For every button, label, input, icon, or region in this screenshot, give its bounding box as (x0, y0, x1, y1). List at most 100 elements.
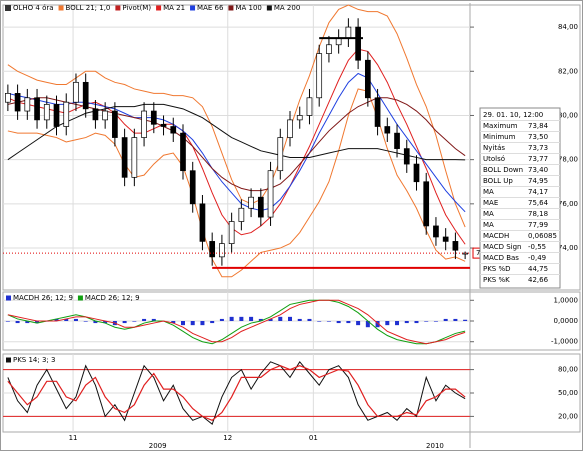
candle-body (355, 26, 361, 61)
candle-body (5, 93, 11, 103)
candle-body (423, 181, 430, 227)
info-label: MAE (483, 199, 498, 207)
candle-body (24, 97, 31, 112)
info-label: MACDH (483, 232, 509, 240)
info-value: 73,50 (528, 133, 548, 141)
candle-body (326, 44, 332, 54)
candle-body (150, 110, 157, 125)
y-tick-label: 82,00 (558, 67, 578, 75)
macd-line (7, 299, 466, 345)
histogram-bar (307, 318, 312, 321)
y-tick-label: 78,00 (558, 156, 578, 164)
histogram-bar (200, 321, 205, 326)
histogram-bar (453, 318, 458, 321)
histogram-bar (180, 321, 185, 326)
candle-body (112, 110, 118, 138)
histogram-bar (15, 321, 20, 324)
histogram-bar (346, 321, 351, 324)
candle-body (141, 110, 147, 138)
candle-body (345, 26, 352, 39)
candle-body (131, 137, 138, 178)
histogram-bar (219, 318, 224, 321)
info-label: Utolsó (483, 155, 505, 163)
histogram-bar (404, 321, 409, 324)
legend-swatch (6, 357, 11, 363)
histogram-bar (210, 321, 215, 324)
info-value: 74,17 (528, 188, 548, 196)
legend-swatch (156, 5, 162, 11)
candle-body (53, 104, 60, 127)
candle-body (73, 81, 79, 103)
histogram-bar (142, 318, 147, 321)
info-label: MACD Bas (483, 254, 519, 262)
info-value: 75,64 (528, 199, 549, 207)
panel (2, 4, 581, 291)
y-tick-label: 80,00 (558, 366, 578, 374)
histogram-bar (258, 318, 263, 321)
candle-body (413, 163, 420, 183)
candle-body (92, 108, 99, 121)
histogram-bar (73, 318, 78, 321)
histogram-bar (229, 316, 234, 321)
legend-label: MACDH 26; 12; 9 (13, 294, 73, 302)
info-value: 73,40 (528, 166, 548, 174)
info-label: MA (483, 221, 494, 229)
candle-body (209, 241, 216, 258)
candle-body (277, 137, 284, 172)
candle-body (296, 115, 303, 121)
legend-label: MAE 66 (197, 4, 224, 12)
info-label: MACD Sign (483, 243, 521, 251)
candle-body (43, 104, 50, 121)
info-label: BOLL Up (483, 177, 513, 185)
info-label: MA (483, 210, 494, 218)
histogram-bar (375, 321, 380, 328)
histogram-bar (54, 318, 59, 321)
y-tick-label: 50,00 (558, 389, 578, 397)
histogram-bar (463, 319, 468, 321)
histogram-bar (171, 321, 176, 324)
legend-swatch (228, 5, 234, 11)
histogram-bar (268, 318, 273, 321)
histogram-bar (395, 321, 400, 326)
candle-body (180, 132, 186, 172)
info-date: 29. 01. 10, 12:00 (483, 111, 543, 119)
histogram-bar (35, 321, 40, 324)
candle-body (102, 110, 109, 121)
info-value: 73,73 (528, 144, 548, 152)
info-value: 77,99 (528, 221, 548, 229)
histogram-bar (356, 321, 361, 326)
histogram-bar (122, 321, 127, 324)
candle-body (199, 203, 206, 242)
info-value: 73,84 (528, 122, 549, 130)
candle-body (63, 101, 70, 127)
info-label: BOLL Down (483, 166, 523, 174)
histogram-bar (151, 318, 156, 321)
candle-body (160, 123, 167, 127)
candle-body (121, 137, 128, 178)
y-tick-label: 74,00 (558, 244, 578, 252)
candle-body (14, 93, 21, 112)
x-tick-label: 01 (309, 434, 318, 442)
candle-body (433, 225, 439, 238)
info-label: MA (483, 188, 494, 196)
candle-body (267, 170, 274, 218)
stoch-line (7, 365, 466, 421)
legend-label: MA 200 (274, 4, 300, 12)
info-value: 74,95 (528, 177, 548, 185)
candle-body (34, 97, 40, 121)
candle-body (238, 207, 245, 222)
candle-body (228, 221, 235, 244)
boll-down (7, 88, 466, 278)
histogram-bar (336, 321, 341, 324)
info-value: 0,06085 (528, 232, 557, 240)
x-year-label: 2009 (149, 442, 167, 450)
info-value: 42,66 (528, 276, 549, 284)
histogram-bar (93, 321, 98, 324)
boll-up (7, 4, 466, 228)
legend-swatch (266, 5, 272, 11)
info-label: Maximum (483, 122, 518, 130)
ma-line (7, 103, 466, 161)
x-tick-label: 12 (223, 434, 232, 442)
histogram-bar (132, 321, 137, 322)
histogram-bar (297, 318, 302, 321)
